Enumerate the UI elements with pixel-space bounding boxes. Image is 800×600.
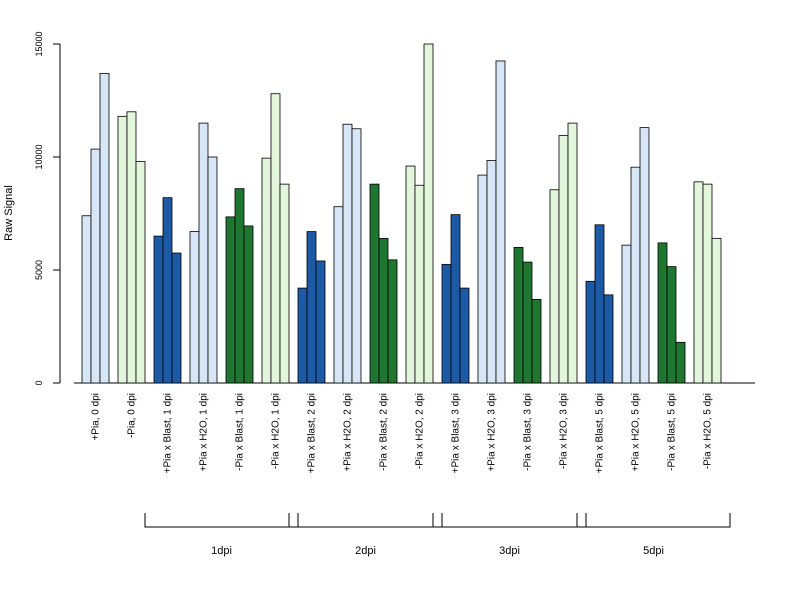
bar bbox=[90, 148, 101, 384]
bar bbox=[450, 214, 461, 384]
bar bbox=[414, 184, 425, 384]
bar bbox=[477, 174, 488, 384]
y-tick-label: 0 bbox=[34, 380, 44, 385]
bar bbox=[585, 280, 596, 384]
bar bbox=[459, 287, 470, 384]
x-tick-label: +Pia x Blast, 1 dpi bbox=[163, 393, 174, 473]
bar bbox=[567, 122, 578, 384]
bar bbox=[711, 237, 722, 384]
bar bbox=[135, 161, 146, 384]
x-tick-label: +Pia, 0 dpi bbox=[91, 393, 102, 441]
x-tick-label: +Pia x H2O, 2 dpi bbox=[343, 393, 354, 472]
bar bbox=[270, 93, 281, 384]
bar bbox=[369, 183, 380, 384]
bar bbox=[306, 231, 317, 384]
x-tick-label: -Pia x H2O, 3 dpi bbox=[559, 393, 570, 469]
x-tick-label: +Pia x Blast, 5 dpi bbox=[595, 393, 606, 473]
bar bbox=[171, 252, 182, 384]
x-tick-label: -Pia x Blast, 5 dpi bbox=[667, 393, 678, 471]
bar bbox=[702, 183, 713, 384]
bar bbox=[189, 231, 200, 384]
y-tick-label: 15000 bbox=[34, 31, 44, 56]
bar bbox=[675, 341, 686, 384]
bar bbox=[441, 263, 452, 384]
group-bracket-label: 2dpi bbox=[355, 545, 376, 557]
y-tick-label: 5000 bbox=[34, 260, 44, 280]
bar bbox=[657, 242, 668, 384]
x-tick-label: +Pia x H2O, 5 dpi bbox=[631, 393, 642, 472]
y-axis-label: Raw Signal bbox=[3, 185, 15, 241]
x-tick-label: -Pia x H2O, 2 dpi bbox=[415, 393, 426, 469]
y-tick-label: 10000 bbox=[34, 144, 44, 169]
bar bbox=[495, 60, 506, 384]
x-tick-label: -Pia x Blast, 3 dpi bbox=[523, 393, 534, 471]
bar bbox=[315, 260, 326, 384]
group-bracket-label: 3dpi bbox=[499, 545, 520, 557]
bar bbox=[117, 115, 128, 384]
bar bbox=[297, 287, 308, 384]
bar bbox=[387, 259, 398, 384]
bar bbox=[162, 197, 173, 384]
x-tick-label: -Pia, 0 dpi bbox=[127, 393, 138, 438]
bar bbox=[198, 122, 209, 384]
bar bbox=[99, 72, 110, 384]
group-bracket bbox=[432, 513, 587, 528]
bar bbox=[531, 298, 542, 384]
bar bbox=[342, 123, 353, 384]
group-bracket bbox=[144, 513, 299, 528]
x-tick-label: +Pia x Blast, 3 dpi bbox=[451, 393, 462, 473]
bar bbox=[207, 156, 218, 384]
x-tick-label: +Pia x Blast, 2 dpi bbox=[307, 393, 318, 473]
bar bbox=[666, 266, 677, 384]
bar bbox=[225, 216, 236, 384]
x-tick-label: -Pia x H2O, 5 dpi bbox=[703, 393, 714, 469]
group-bracket-label: 1dpi bbox=[211, 545, 232, 557]
x-tick-label: -Pia x Blast, 2 dpi bbox=[379, 393, 390, 471]
bar bbox=[153, 235, 164, 384]
bar bbox=[333, 206, 344, 384]
bar bbox=[261, 157, 272, 384]
x-tick-label: -Pia x Blast, 1 dpi bbox=[235, 393, 246, 471]
bar bbox=[423, 43, 434, 384]
bar bbox=[405, 165, 416, 384]
x-tick-label: -Pia x H2O, 1 dpi bbox=[271, 393, 282, 469]
bar bbox=[603, 294, 614, 384]
bar bbox=[81, 215, 92, 384]
bar bbox=[486, 159, 497, 384]
x-tick-label: +Pia x H2O, 3 dpi bbox=[487, 393, 498, 472]
group-bracket bbox=[288, 513, 443, 528]
y-axis: 0 5000 10000 15000 bbox=[34, 31, 61, 386]
x-tick-label: +Pia x H2O, 1 dpi bbox=[199, 393, 210, 472]
group-bracket bbox=[576, 513, 731, 528]
bar bbox=[621, 244, 632, 384]
bar bbox=[693, 181, 704, 384]
bar bbox=[279, 183, 290, 384]
bar bbox=[126, 111, 137, 384]
bar bbox=[243, 225, 254, 384]
bar bbox=[549, 189, 560, 384]
bar bbox=[378, 237, 389, 384]
bar bbox=[639, 127, 650, 384]
group-bracket-label: 5dpi bbox=[643, 545, 664, 557]
bar bbox=[234, 188, 245, 384]
bar bbox=[594, 224, 605, 384]
bar bbox=[513, 246, 524, 384]
bar bbox=[630, 166, 641, 384]
bar bbox=[351, 128, 362, 384]
bar bbox=[522, 261, 533, 384]
bar bbox=[558, 135, 569, 384]
